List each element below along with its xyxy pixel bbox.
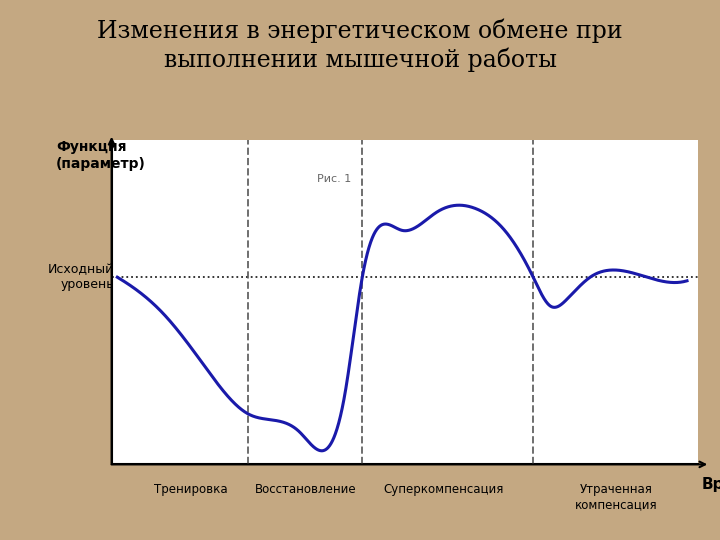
Text: Время: Время xyxy=(701,477,720,492)
Text: Изменения в энергетическом обмене при
выполнении мышечной работы: Изменения в энергетическом обмене при вы… xyxy=(97,19,623,72)
Text: Тренировка: Тренировка xyxy=(154,483,228,496)
Text: Функция
(параметр): Функция (параметр) xyxy=(56,140,145,171)
Text: Суперкомпенсация: Суперкомпенсация xyxy=(383,483,503,496)
Text: Утраченная
компенсация: Утраченная компенсация xyxy=(575,483,657,511)
Text: Рис. 1: Рис. 1 xyxy=(318,174,351,184)
Text: Исходный
уровень: Исходный уровень xyxy=(48,263,114,291)
Text: Восстановление: Восстановление xyxy=(254,483,356,496)
